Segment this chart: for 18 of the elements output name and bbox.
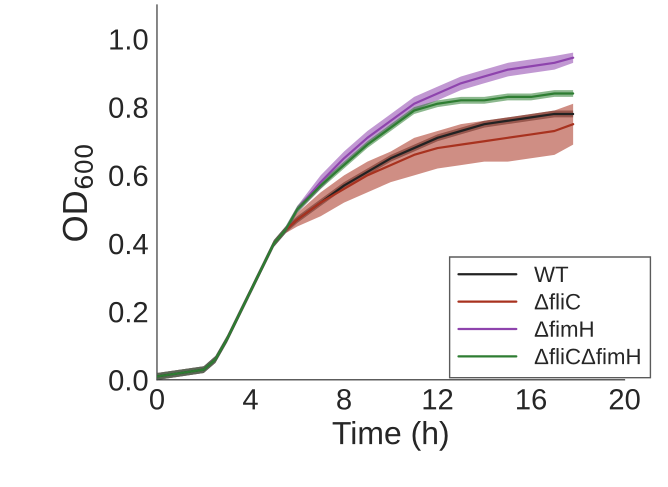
- legend-label: ΔfliCΔfimH: [534, 348, 640, 364]
- y-axis-title: OD$_{600}$: [62, 145, 93, 241]
- x-tick-label: 20: [610, 388, 640, 410]
- y-tick-label: 0.6: [109, 166, 148, 186]
- y-tick-label: 0.4: [109, 234, 148, 254]
- x-tick-label: 4: [243, 389, 258, 410]
- x-axis-title: Time (h): [332, 420, 448, 451]
- y-tick-label: 0.0: [109, 370, 148, 391]
- x-tick-label: 16: [517, 388, 546, 410]
- y-tick-label: 0.2: [109, 302, 148, 323]
- legend-label: ΔfimH: [534, 320, 593, 337]
- legend-label: WT: [534, 266, 568, 282]
- legend-label: ΔfliC: [534, 293, 580, 310]
- x-tick-label: 0: [150, 388, 164, 410]
- y-tick-label: 0.8: [109, 97, 148, 118]
- y-tick-label: 1.0: [110, 29, 148, 50]
- x-tick-label: 8: [337, 388, 351, 410]
- x-tick-label: 12: [424, 388, 452, 410]
